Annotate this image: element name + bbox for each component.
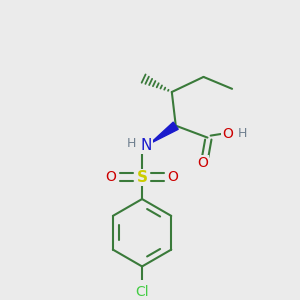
Text: S: S	[136, 170, 148, 185]
Text: H: H	[126, 137, 136, 150]
Text: Cl: Cl	[135, 285, 149, 299]
Polygon shape	[150, 122, 178, 143]
Text: O: O	[106, 170, 117, 184]
Text: O: O	[168, 170, 178, 184]
Text: O: O	[222, 127, 233, 141]
Text: N: N	[140, 138, 152, 153]
Text: O: O	[197, 156, 208, 170]
Text: H: H	[237, 127, 247, 140]
